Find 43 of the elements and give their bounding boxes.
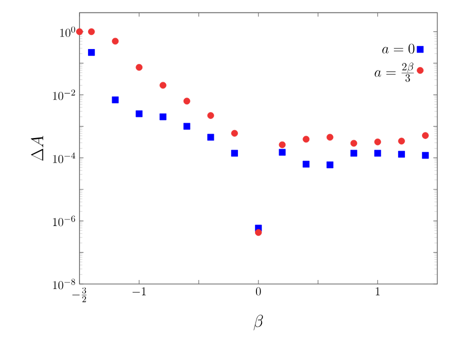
y-tick-label: $10^{-2}$ [53,90,76,100]
point [136,64,143,71]
point [183,98,190,104]
legend-label: $a=\frac{2\beta}{3}$ [374,62,414,82]
x-tick-label: $-1$ [132,287,146,296]
point [160,82,166,89]
point [88,49,95,56]
point [302,160,310,168]
point [326,134,334,141]
point [350,140,358,147]
point [160,113,166,120]
point [350,150,358,157]
y-tick-label: $10^{0}$ [60,26,76,37]
y-tick-label: $10^{-8}$ [53,278,76,290]
point [326,161,334,168]
point [76,28,83,36]
point [255,229,262,236]
x-tick-label: $1$ [376,287,380,296]
point [278,141,286,148]
point [183,122,190,130]
point [231,130,238,137]
point [422,152,429,159]
point [302,136,310,143]
point [88,28,95,36]
x-tick-label: $-\frac{3}{2}$ [72,287,86,302]
point [398,150,405,158]
x-axis-title: $\beta$ [254,314,263,330]
x-tick-label: $0$ [256,287,261,296]
legend-label: $a=0$ [382,44,414,54]
y-tick-label: $10^{-4}$ [53,152,76,164]
point [207,134,214,141]
point [231,150,238,157]
point [278,148,286,156]
point [112,38,119,45]
point [374,150,382,157]
y-tick-label: $10^{-6}$ [53,216,76,226]
point [136,110,143,118]
y-axis-title: $\Delta A$ [30,136,44,161]
point [112,96,119,104]
point [207,112,214,119]
point [374,138,382,146]
point [422,132,429,139]
point [398,138,405,144]
